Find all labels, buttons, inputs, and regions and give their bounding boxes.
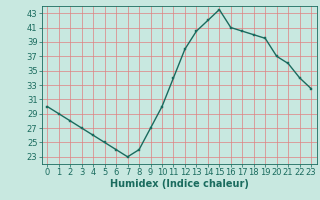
X-axis label: Humidex (Indice chaleur): Humidex (Indice chaleur) — [110, 179, 249, 189]
